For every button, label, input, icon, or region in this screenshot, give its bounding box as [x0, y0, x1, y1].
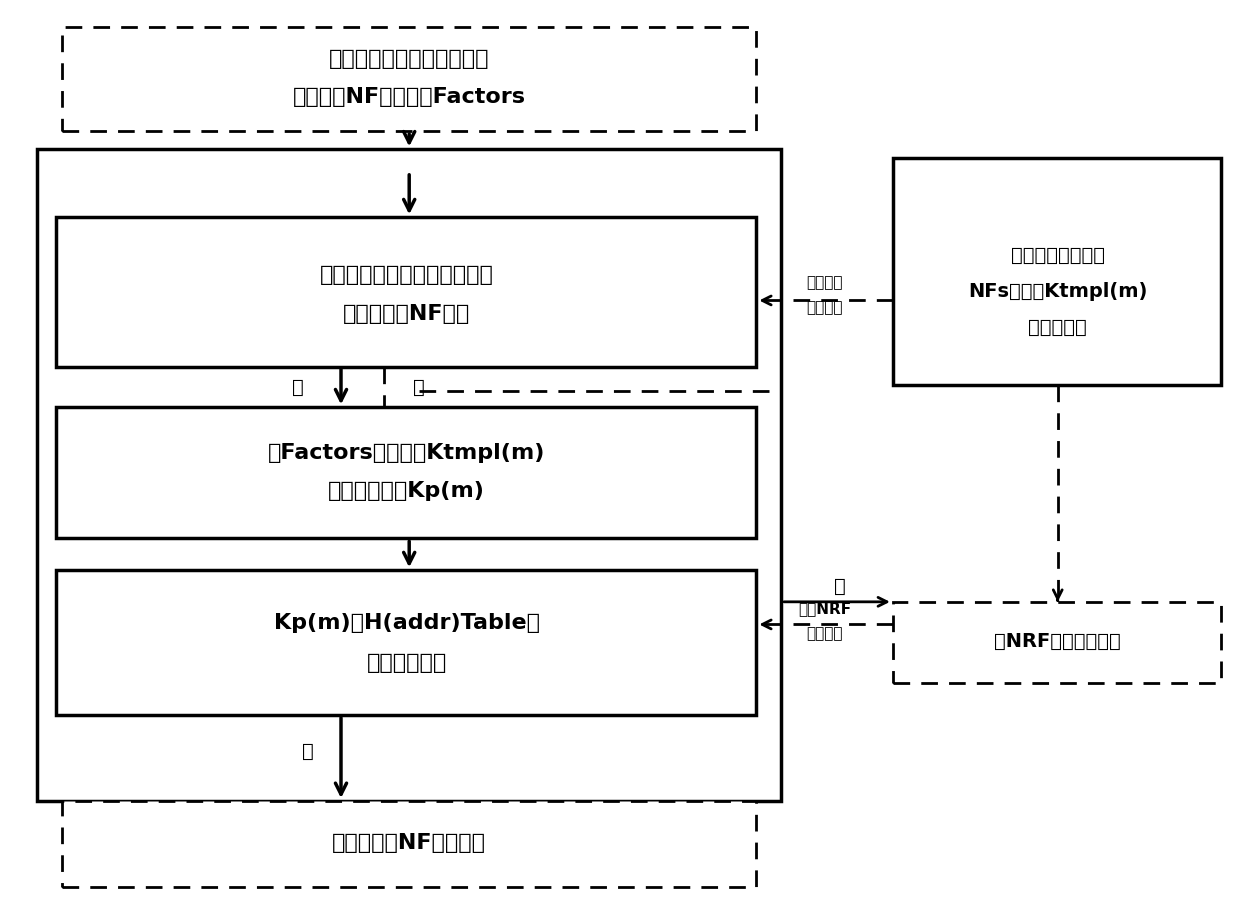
Text: 存在缓存中: 存在缓存中: [1028, 319, 1087, 337]
Text: 记录NRF: 记录NRF: [799, 601, 851, 615]
FancyBboxPatch shape: [893, 602, 1221, 683]
Text: 获得缓存: 获得缓存: [806, 275, 843, 290]
Text: 生成的对端NF类型: 生成的对端NF类型: [343, 304, 470, 324]
Text: 否: 否: [833, 577, 846, 595]
FancyBboxPatch shape: [62, 27, 756, 131]
Text: 解码触发该通信流程的消息: 解码触发该通信流程的消息: [329, 49, 490, 69]
Text: 向NRF发出发现请求: 向NRF发出发现请求: [994, 633, 1121, 651]
Text: 是: 是: [301, 742, 314, 760]
Text: 是: 是: [291, 378, 304, 396]
FancyBboxPatch shape: [37, 149, 781, 801]
FancyBboxPatch shape: [56, 407, 756, 538]
Text: 判断缓存中是否有初始化阶段: 判断缓存中是否有初始化阶段: [320, 265, 494, 285]
Text: Kp(m)在H(addr)Table中: Kp(m)在H(addr)Table中: [274, 613, 539, 633]
Text: NFs类型和Ktmpl(m): NFs类型和Ktmpl(m): [968, 282, 1147, 300]
Text: 把Factors和缓存中Ktmpl(m): 把Factors和缓存中Ktmpl(m): [268, 443, 546, 462]
Text: 否: 否: [413, 378, 425, 396]
Text: 获得对端NF的类型和Factors: 获得对端NF的类型和Factors: [293, 87, 526, 107]
Text: 合并一个键值Kp(m): 合并一个键值Kp(m): [329, 481, 485, 501]
FancyBboxPatch shape: [893, 158, 1221, 385]
Text: 直接和对端NF进行通信: 直接和对端NF进行通信: [332, 834, 486, 853]
FancyBboxPatch shape: [56, 217, 756, 367]
Text: 初始化阶段生成的: 初始化阶段生成的: [1011, 246, 1105, 264]
FancyBboxPatch shape: [62, 801, 756, 887]
Text: 发现结果: 发现结果: [806, 626, 843, 641]
Text: 中的数据: 中的数据: [806, 300, 843, 315]
Text: 是否有映射值: 是否有映射值: [367, 653, 446, 673]
FancyBboxPatch shape: [56, 570, 756, 715]
